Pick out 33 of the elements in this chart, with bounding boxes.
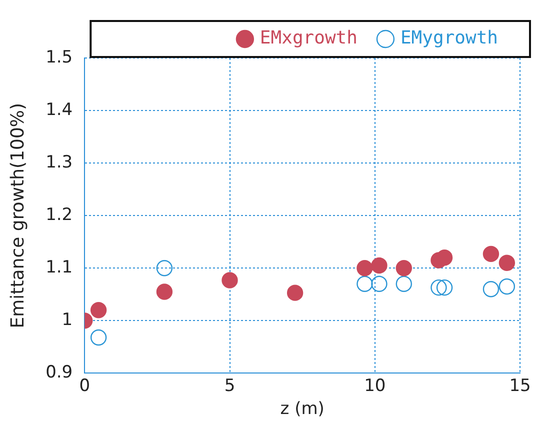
point <box>371 257 388 274</box>
y-tick-label: 1.3 <box>46 152 73 172</box>
point <box>222 272 238 288</box>
point <box>356 260 373 276</box>
point <box>482 246 500 262</box>
x-tick-label: 15 <box>509 376 531 396</box>
point <box>430 279 447 296</box>
y-axis-title: Emittance growth(100%) <box>7 102 28 328</box>
legend-label: EMxgrowth <box>260 28 358 49</box>
point <box>498 278 516 295</box>
point <box>90 302 107 318</box>
point <box>356 276 373 292</box>
point <box>156 284 173 300</box>
point <box>498 254 516 271</box>
x-tick-label: 10 <box>364 376 386 396</box>
point <box>396 276 412 292</box>
point <box>396 260 412 276</box>
point <box>371 276 388 292</box>
y-tick-label: 0.9 <box>46 362 73 383</box>
y-tick-label: 1.4 <box>46 100 73 120</box>
legend-label: EMygrowth <box>400 28 498 49</box>
point <box>90 329 107 346</box>
x-tick-label: 0 <box>79 376 90 396</box>
y-tick-label: 1.1 <box>46 258 73 278</box>
x-axis-title: z (m) <box>280 399 324 420</box>
point <box>156 260 173 276</box>
y-tick-label: 1 <box>62 310 73 330</box>
y-tick-label: 1.2 <box>46 205 73 226</box>
y-tick-label: 1.5 <box>46 47 73 68</box>
x-tick-label: 5 <box>224 376 236 396</box>
point <box>482 281 500 298</box>
point <box>436 279 453 296</box>
point <box>286 284 304 301</box>
